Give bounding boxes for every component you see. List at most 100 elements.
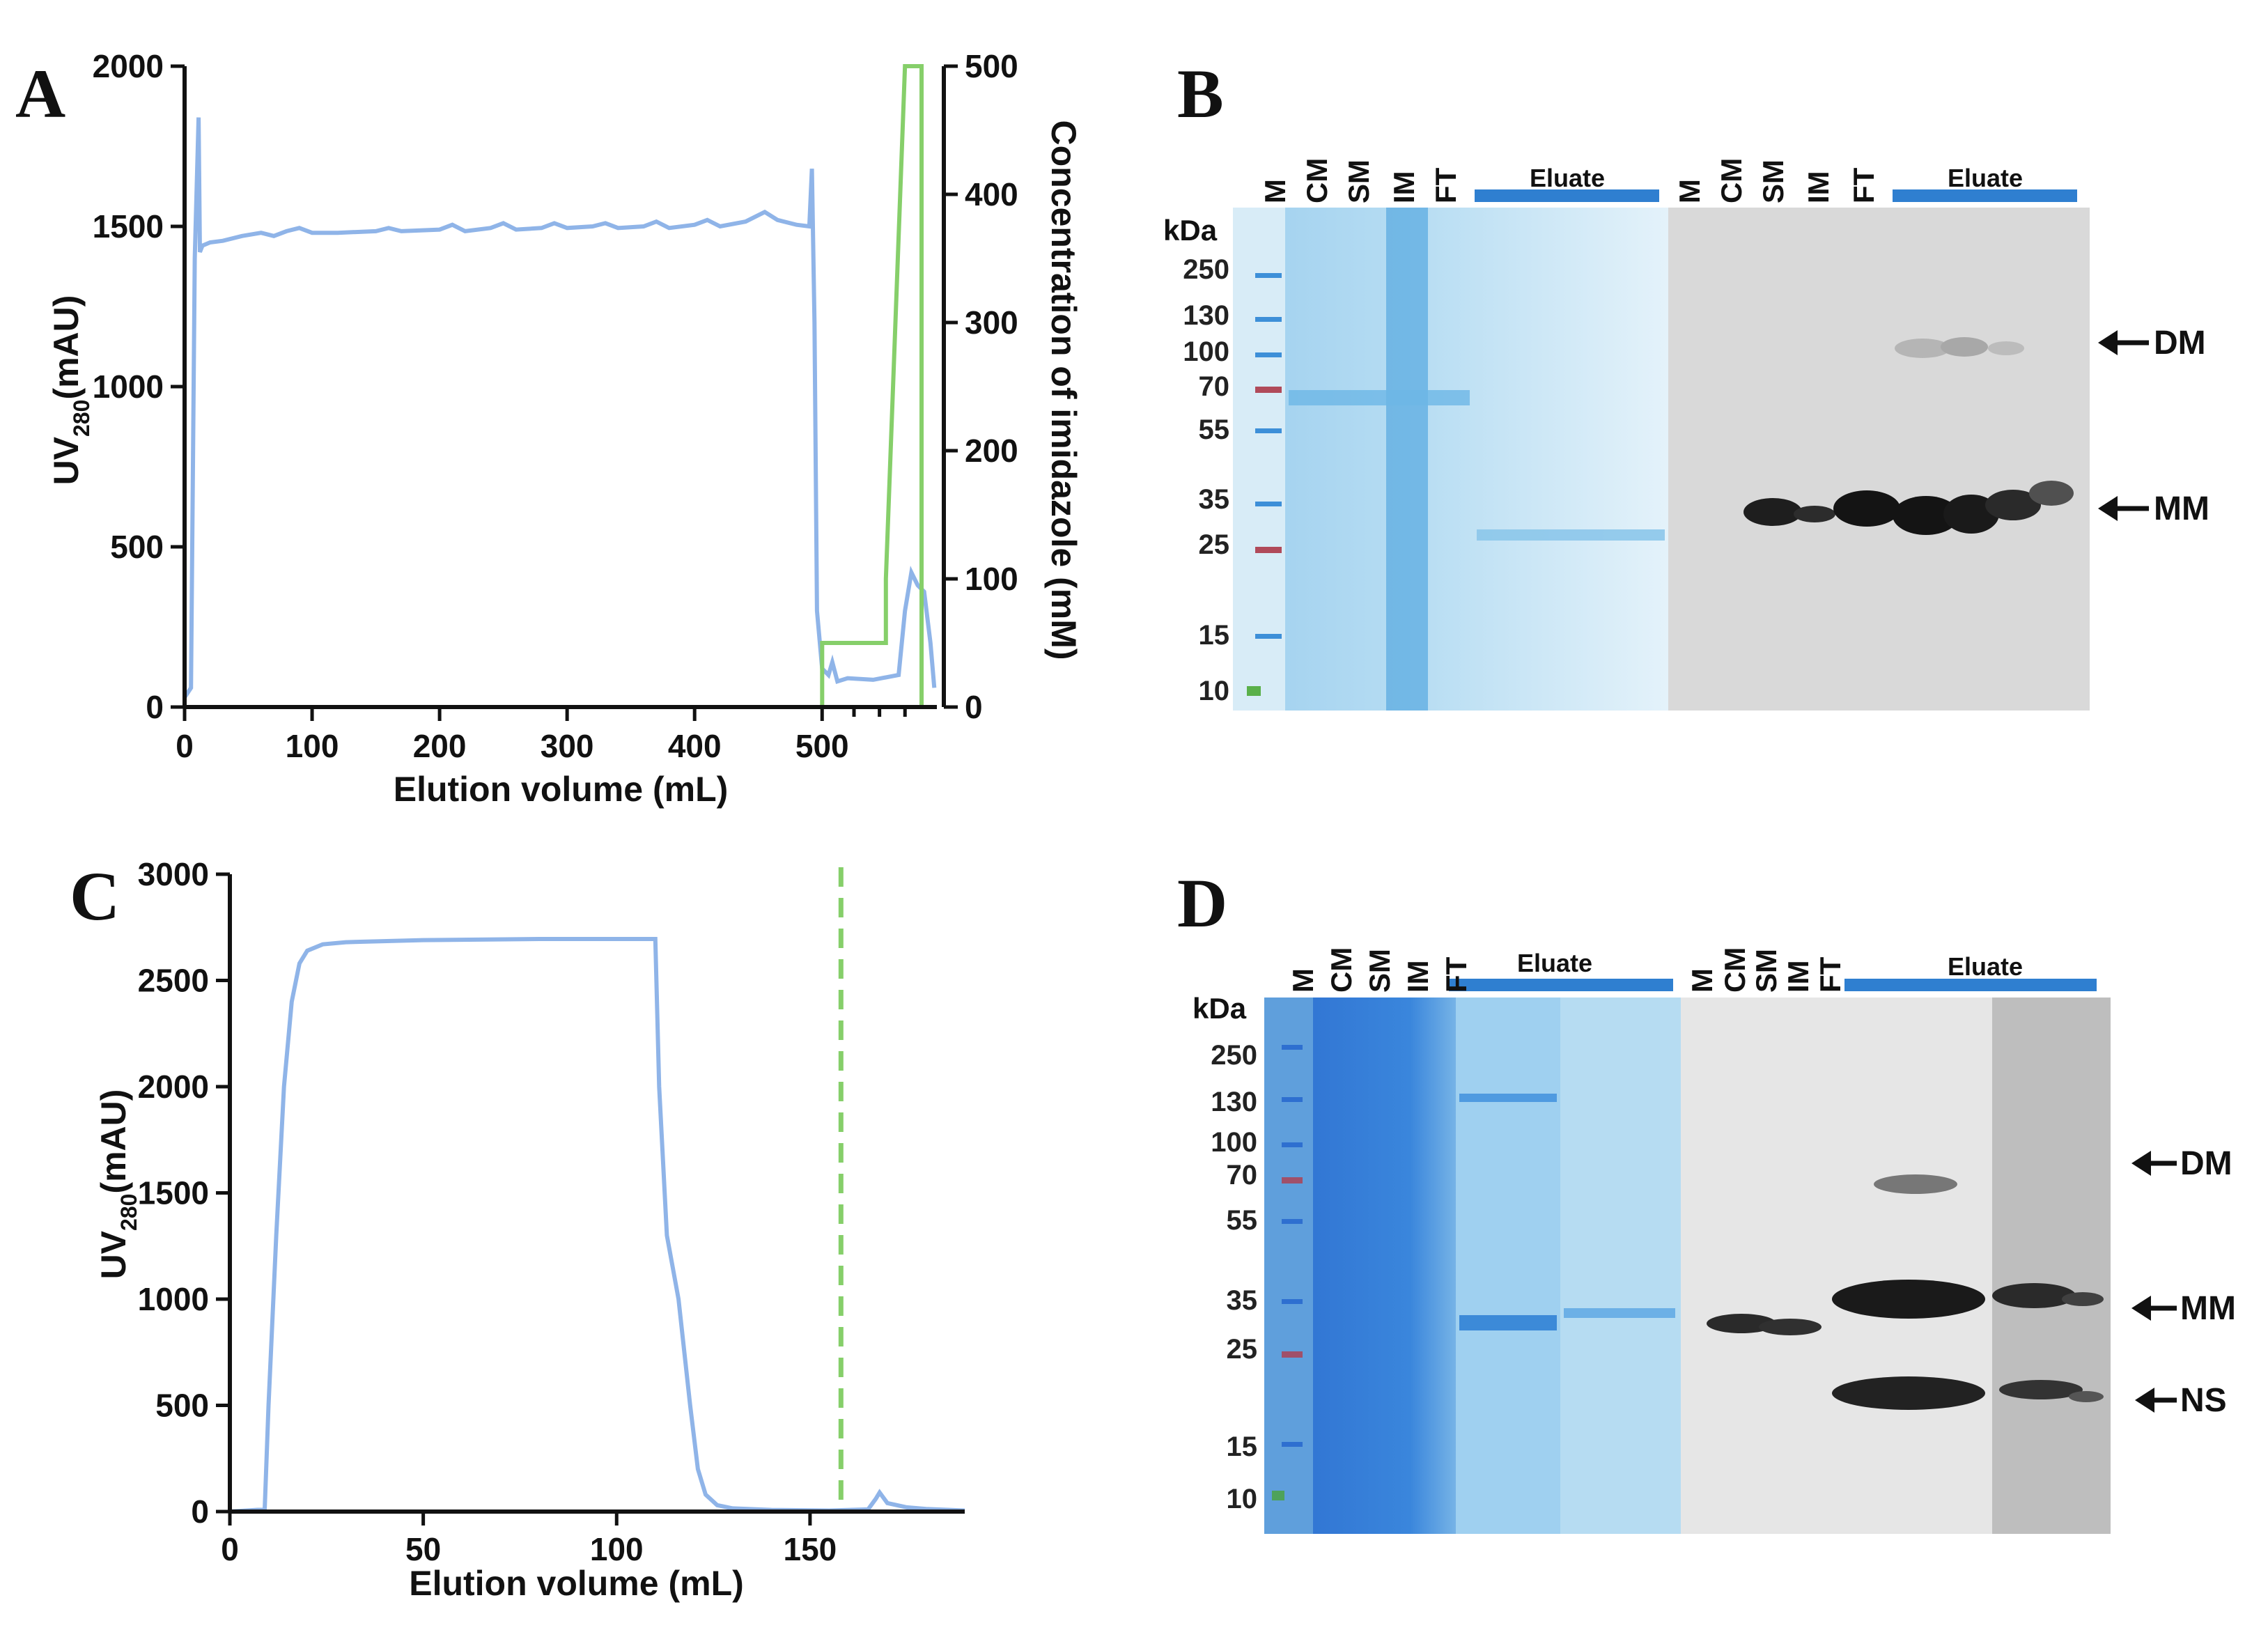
gel-b-eluate-bar xyxy=(1475,189,1659,202)
a-y2tick-label: 100 xyxy=(965,561,1018,597)
gel-d-blot xyxy=(1681,998,1992,1534)
chart-c: 0 500 1000 1500 2000 2500 3000 0 50 100 150 Elution… xyxy=(94,856,965,1603)
gel-d-marker-25: 25 xyxy=(1227,1334,1258,1365)
gel-b-ladder xyxy=(1255,273,1282,639)
blot-b-band xyxy=(1943,495,1999,534)
gel-b-right-lane-m: M xyxy=(1673,179,1706,203)
gel-d-ladder-red xyxy=(1282,1351,1303,1358)
gel-b-marker-25: 25 xyxy=(1199,529,1230,560)
gel-d-marker-55: 55 xyxy=(1227,1205,1258,1236)
gel-d-left-lane-m: M xyxy=(1287,968,1319,993)
blot-d-band xyxy=(1832,1376,1985,1410)
a-xtick-label: 500 xyxy=(795,728,849,764)
gel-d-right-lane-ft: FT xyxy=(1814,956,1847,993)
gel-b-arrow-dm: DM xyxy=(2098,325,2206,362)
gel-d-eluate-label: Eluate xyxy=(1517,949,1592,977)
a-y2label: Concentration of imidazole (mM) xyxy=(1044,121,1083,660)
gel-d-eluate-bar xyxy=(1449,979,1673,991)
c-ytick-label: 0 xyxy=(191,1493,209,1530)
gel-b-right-lane-ft: FT xyxy=(1847,167,1880,203)
gel-d-left-lane-im: IM xyxy=(1401,960,1434,993)
gel-b-left-lane-ft: FT xyxy=(1429,167,1462,203)
series-line-uv280 xyxy=(182,117,937,699)
gel-b-marker-70: 70 xyxy=(1199,371,1230,402)
gel-b-ladder-red xyxy=(1255,387,1282,393)
gel-d-eluate-lanes xyxy=(1560,998,1681,1534)
blot-b-band xyxy=(1941,337,1988,357)
a-xtick-label: 400 xyxy=(668,728,722,764)
gel-d-ladder xyxy=(1282,1045,1303,1447)
blot-b-band xyxy=(1985,490,2041,520)
blot-d-band xyxy=(1832,1280,1985,1319)
gel-b-marker-100: 100 xyxy=(1183,336,1229,367)
panel-c-label: C xyxy=(70,857,120,935)
a-ytick-label: 2000 xyxy=(93,48,164,84)
a-y2tick-label: 300 xyxy=(965,304,1018,341)
c-xtick-label: 50 xyxy=(405,1531,441,1567)
a-ylabel: UV280(mAU) xyxy=(47,295,94,486)
gel-d-ladder-green xyxy=(1272,1491,1284,1500)
gel-b-marker-55: 55 xyxy=(1199,414,1230,445)
gel-d-marker-10: 10 xyxy=(1227,1484,1258,1514)
gel-b-marker-10: 10 xyxy=(1199,676,1230,706)
gel-d-marker-70: 70 xyxy=(1227,1160,1258,1190)
gel-b: Eluate Eluate kDa M CM SM IM FT M CM SM IM FT 250… xyxy=(1163,158,2209,711)
gel-d-band xyxy=(1459,1094,1557,1102)
gel-d-right-lane-sm: SM xyxy=(1750,949,1782,993)
gel-d-left-lane-cm: CM xyxy=(1325,947,1358,993)
c-ylabel: UV280(mAU) xyxy=(94,1089,141,1280)
a-xlabel: Elution volume (mL) xyxy=(394,770,729,809)
gel-d-eluate-lanes xyxy=(1456,998,1560,1534)
a-ytick-label: 1000 xyxy=(93,368,164,405)
gel-b-band-mm: MM xyxy=(2154,490,2209,527)
gel-d-marker-100: 100 xyxy=(1211,1127,1257,1158)
gel-b-lane-labels: M CM SM IM FT M CM SM IM FT xyxy=(1259,158,1880,203)
blot-b-band xyxy=(1893,496,1959,535)
a-ytick-label: 500 xyxy=(110,529,164,565)
a-xtick-label: 0 xyxy=(176,728,194,764)
gel-d-marker-250: 250 xyxy=(1211,1040,1257,1071)
gel-d-band-dm: DM xyxy=(2180,1145,2232,1182)
gel-b-coomassie xyxy=(1233,208,1668,711)
gel-d-right-lane-m: M xyxy=(1686,968,1718,993)
a-xtick-label: 300 xyxy=(541,728,594,764)
blot-b-band xyxy=(1833,490,1900,527)
gel-b-band xyxy=(1477,529,1665,541)
gel-d-band-mm: MM xyxy=(2180,1290,2236,1327)
c-xtick-label: 150 xyxy=(784,1531,837,1567)
blot-d-band xyxy=(1874,1174,1957,1194)
panel-a-label: A xyxy=(15,55,65,132)
gel-b-ladder-red xyxy=(1255,547,1282,553)
gel-b-marker-250: 250 xyxy=(1183,254,1229,285)
a-y2tick-label: 400 xyxy=(965,176,1018,212)
gel-d-left-lane-sm: SM xyxy=(1363,949,1396,993)
gel-d-arrow-mm: MM xyxy=(2131,1290,2236,1327)
a-xtick-label: 200 xyxy=(413,728,467,764)
gel-d-marker-lane xyxy=(1264,998,1313,1534)
gel-d-ladder-red xyxy=(1282,1177,1303,1183)
gel-b-arrow-mm: MM xyxy=(2098,490,2209,527)
c-xtick-label: 0 xyxy=(221,1531,239,1567)
a-y2tick-label: 500 xyxy=(965,48,1018,84)
gel-b-kda-label: kDa xyxy=(1163,214,1218,247)
blot-d-band xyxy=(1707,1314,1776,1333)
gel-b-right-lane-im: IM xyxy=(1802,171,1835,203)
gel-b-blot xyxy=(1668,208,2090,711)
c-ytick-label: 1000 xyxy=(138,1281,209,1317)
a-ytick-label: 1500 xyxy=(93,208,164,244)
c-ytick-label: 1500 xyxy=(138,1175,209,1211)
blot-d-band xyxy=(2062,1292,2104,1306)
gel-d-band xyxy=(1564,1308,1675,1318)
blot-b-band xyxy=(2029,481,2074,506)
gel-b-band xyxy=(1289,390,1470,405)
a-y2tick-label: 0 xyxy=(965,689,983,725)
c-ytick-label: 500 xyxy=(155,1388,209,1424)
gel-d-blot-right xyxy=(1992,998,2111,1534)
gel-d-marker-130: 130 xyxy=(1211,1087,1257,1117)
gel-d-eluate-label: Eluate xyxy=(1948,952,2023,981)
gel-b-ladder-green xyxy=(1247,686,1261,696)
gel-d-marker-35: 35 xyxy=(1227,1285,1258,1316)
